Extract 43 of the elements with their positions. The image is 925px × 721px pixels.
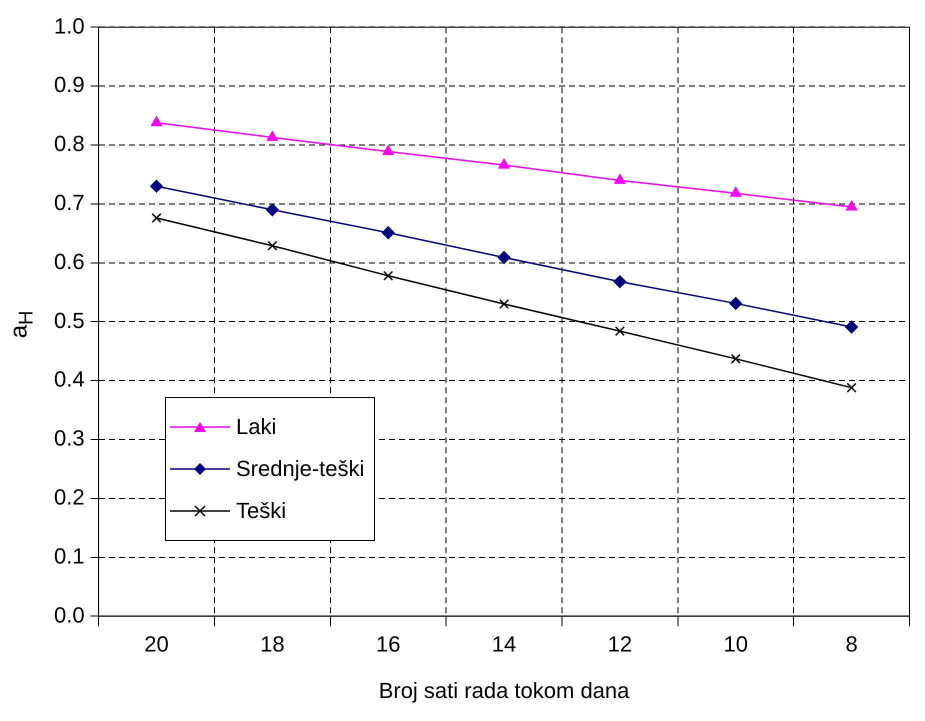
legend-label: Teški <box>236 498 286 524</box>
x-tick-label: 10 <box>723 631 748 656</box>
point <box>730 186 742 197</box>
y-tick-label: 0.6 <box>54 248 85 274</box>
legend-label: Srednje-teški <box>236 456 364 482</box>
legend-label: Laki <box>236 414 276 440</box>
point <box>266 130 278 141</box>
y-tick-label: 0.4 <box>54 366 85 392</box>
x-tick-label: 8 <box>845 631 858 656</box>
y-tick-label: 0.8 <box>54 131 85 156</box>
point <box>498 251 511 264</box>
point <box>382 144 394 155</box>
x-tick-label: 20 <box>144 631 169 656</box>
point <box>614 174 626 184</box>
point <box>730 354 741 364</box>
point <box>150 116 162 126</box>
point <box>846 200 858 210</box>
point <box>383 270 394 281</box>
point <box>613 275 626 288</box>
point <box>150 180 164 193</box>
point <box>152 213 162 224</box>
x-tick-label: 18 <box>260 631 285 656</box>
point <box>845 320 858 334</box>
y-tick-label: 0.9 <box>54 72 85 98</box>
point <box>267 240 278 251</box>
point <box>614 326 625 336</box>
point <box>499 299 510 310</box>
x-tick-label: 12 <box>608 631 632 656</box>
x-tick-label: 16 <box>376 631 400 656</box>
point <box>382 226 395 240</box>
x-tick-label: 14 <box>492 631 516 656</box>
y-tick-label: 0.5 <box>54 308 85 333</box>
point <box>498 158 510 169</box>
y-tick-label: 0.2 <box>54 484 85 510</box>
point <box>846 382 857 393</box>
y-tick-label: 0.1 <box>54 543 85 568</box>
y-tick-label: 1.0 <box>54 13 85 38</box>
y-tick-label: 0.7 <box>54 190 85 215</box>
point <box>729 296 742 310</box>
y-tick-label: 0.0 <box>54 602 85 628</box>
y-tick-label: 0.3 <box>54 426 85 451</box>
x-axis-title: Broj sati rada tokom dana <box>378 678 630 703</box>
point <box>266 203 279 216</box>
